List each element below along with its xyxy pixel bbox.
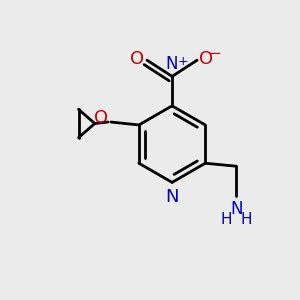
Text: O: O	[199, 50, 213, 68]
Text: N: N	[166, 55, 178, 73]
Text: −: −	[209, 46, 222, 61]
Text: H: H	[221, 212, 232, 227]
Text: H: H	[240, 212, 252, 227]
Text: O: O	[130, 50, 144, 68]
Text: N: N	[230, 200, 242, 218]
Text: N: N	[165, 188, 179, 206]
Text: O: O	[94, 110, 109, 128]
Text: +: +	[177, 55, 188, 68]
